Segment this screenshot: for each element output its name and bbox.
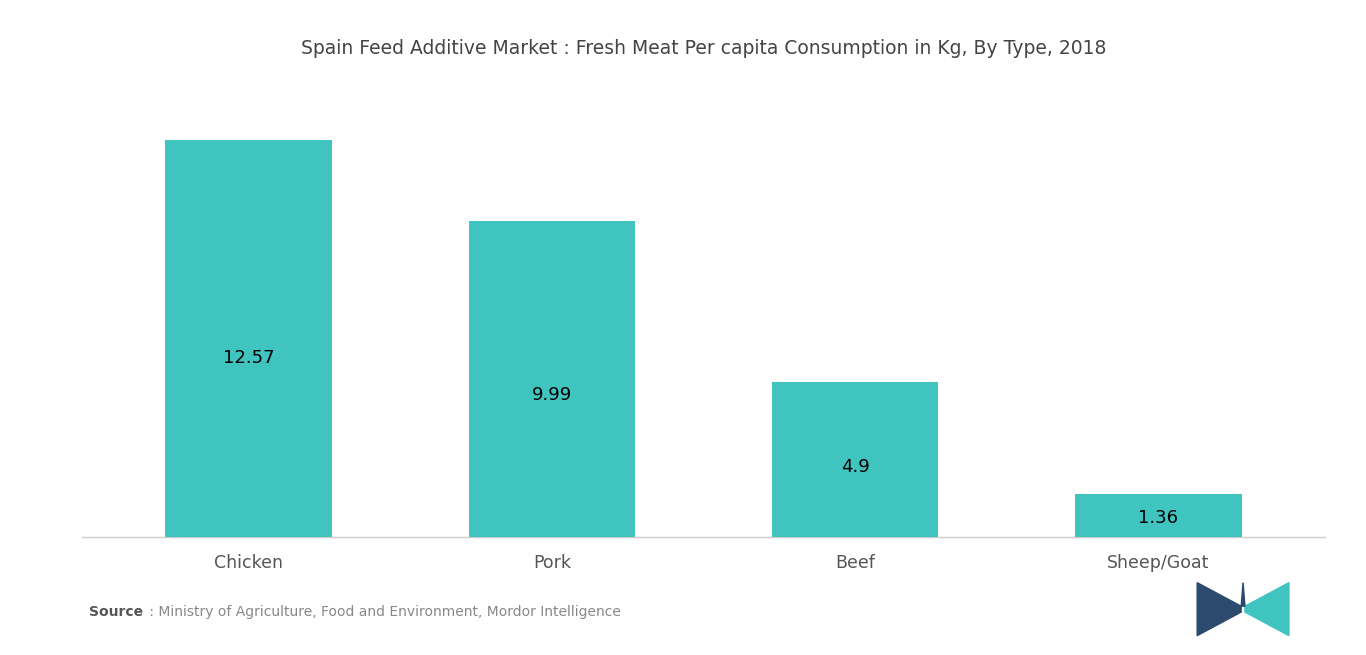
Bar <box>469 221 635 537</box>
Title: Spain Feed Additive Market : Fresh Meat Per capita Consumption in Kg, By Type, 2: Spain Feed Additive Market : Fresh Meat … <box>301 39 1106 58</box>
Polygon shape <box>1242 583 1244 607</box>
Text: 9.99: 9.99 <box>531 386 572 404</box>
Text: 4.9: 4.9 <box>840 458 869 476</box>
Polygon shape <box>1244 583 1290 635</box>
Text: 1.36: 1.36 <box>1138 509 1179 527</box>
Bar <box>165 140 332 537</box>
Text: Source: Source <box>89 605 143 619</box>
Polygon shape <box>1197 583 1242 635</box>
Text: : Ministry of Agriculture, Food and Environment, Mordor Intelligence: : Ministry of Agriculture, Food and Envi… <box>146 605 622 619</box>
Text: 12.57: 12.57 <box>223 349 275 367</box>
Bar <box>1075 494 1242 537</box>
Bar <box>772 382 938 537</box>
